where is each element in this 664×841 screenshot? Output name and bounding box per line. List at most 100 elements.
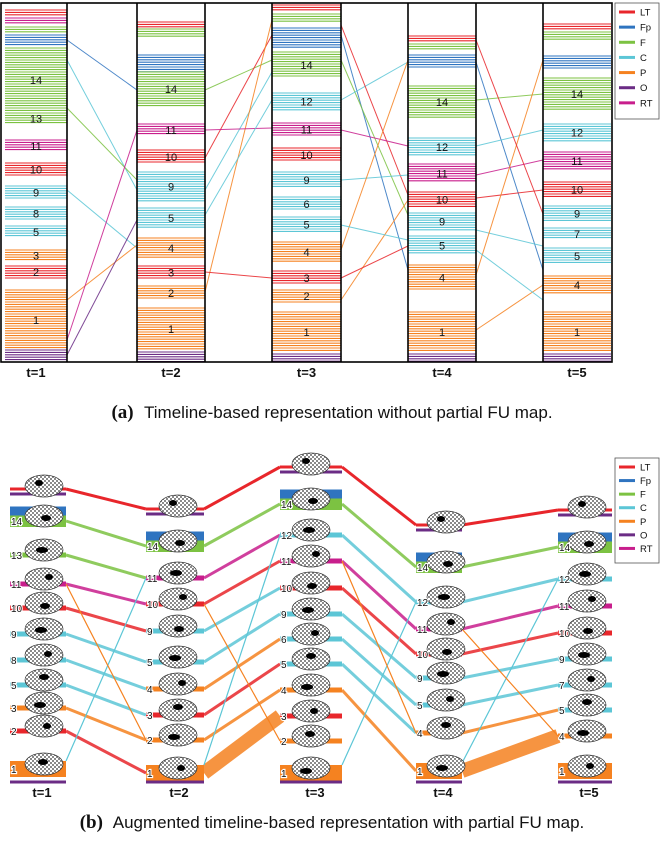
aug-cluster-label: 14 (11, 517, 23, 528)
cluster-label: 14 (165, 84, 177, 96)
fu-map-highlight (442, 649, 452, 655)
fu-map-highlight (44, 651, 52, 657)
fu-map-highlight (588, 596, 596, 602)
fu-map-thumbnail (158, 587, 198, 611)
aug-cluster-label: 10 (417, 650, 429, 661)
fu-map-highlight (174, 626, 184, 632)
aug-cluster-label: 10 (559, 629, 571, 640)
cluster-label: 9 (574, 209, 580, 221)
aug-flow-line (203, 603, 281, 742)
aug-cluster-label: 11 (559, 602, 570, 613)
fu-map-highlight (578, 652, 590, 658)
aug-cluster-label: 1 (281, 769, 287, 780)
aug-flow-line (341, 586, 417, 656)
flow-line (66, 59, 138, 191)
cluster-label: 5 (168, 213, 174, 225)
aug-flow-line (203, 688, 281, 742)
fu-map-highlight (303, 527, 315, 533)
legend-label-Fp: Fp (640, 23, 651, 34)
aug-cluster-label: 9 (147, 627, 153, 638)
aug-cluster-label: 12 (559, 575, 571, 586)
flow-line (340, 61, 409, 101)
fu-map-highlight (583, 628, 593, 634)
fu-map-thumbnail (426, 688, 466, 712)
aug-cluster-label: 14 (147, 542, 159, 553)
aug-flows-2 (199, 465, 285, 779)
legend-label-RT: RT (640, 98, 653, 109)
aug-flow-line (65, 706, 147, 742)
fu-map-highlight (45, 574, 53, 580)
aug-cluster-label: 4 (417, 729, 423, 740)
aug-cluster-label: 8 (11, 656, 17, 667)
aug-flow-line (203, 502, 281, 548)
fu-map-highlight (175, 540, 185, 546)
fu-map-highlight (306, 653, 316, 659)
aug-flow-line (341, 601, 417, 766)
aug-cluster-label: 1 (559, 767, 565, 778)
fu-map-highlight (441, 722, 451, 728)
legend-label-C: C (640, 503, 647, 514)
aug-cluster-label: 4 (147, 685, 153, 696)
cluster-label: 5 (439, 241, 445, 253)
aug-timestep-label: t=2 (169, 785, 188, 800)
aug-cluster-label: 14 (559, 543, 571, 554)
fu-map-thumbnail (567, 495, 607, 519)
fu-map-highlight (35, 480, 43, 486)
fu-map-highlight (584, 541, 594, 547)
cluster-label: 11 (30, 141, 41, 153)
cluster-label: 12 (300, 97, 312, 109)
aug-timestep-label: t=3 (305, 785, 324, 800)
timestep-label: t=4 (432, 365, 452, 380)
cluster-label: 4 (168, 243, 174, 255)
flow-line (204, 19, 273, 293)
aug-cluster-label: 4 (559, 732, 565, 743)
caption-a-text: Timeline-based representation without pa… (144, 403, 553, 422)
cluster-label: 1 (574, 327, 580, 339)
fu-map-thumbnail (158, 614, 198, 638)
timestep-label: t=5 (567, 365, 586, 380)
cluster-label: 11 (301, 125, 312, 137)
flow-line (66, 129, 138, 341)
legend-label-O: O (640, 83, 647, 94)
cluster-label: 3 (303, 273, 309, 285)
legend-box (614, 457, 660, 564)
aug-cluster-label: 5 (11, 681, 17, 692)
cluster-label: 11 (571, 156, 582, 168)
aug-flow-line (203, 533, 281, 580)
aug-cluster-label: 1 (417, 767, 423, 778)
cluster-label: 1 (303, 327, 309, 339)
fu-map-highlight (446, 696, 454, 702)
flow-line (340, 129, 409, 147)
fu-map-thumbnail (426, 637, 466, 661)
fu-map-highlight (312, 551, 320, 557)
fu-map-highlight (168, 734, 180, 740)
aug-cluster-label: 13 (11, 551, 23, 562)
fu-map-thumbnail (24, 643, 64, 667)
aug-cluster-label: 9 (281, 610, 287, 621)
fu-map-thumbnail (426, 510, 466, 534)
aug-cluster-label: 14 (281, 500, 293, 511)
aug-flow-line (203, 559, 281, 606)
aug-flow-line (65, 729, 147, 775)
panel-a-timeline: 1413111098532114111095432114121110965432… (0, 2, 660, 380)
aug-cluster-label: 14 (417, 563, 429, 574)
timestep-label: t=1 (26, 365, 45, 380)
aug-flow-line (340, 559, 418, 631)
flow-line (340, 174, 409, 181)
fu-map-highlight (437, 671, 449, 677)
flow-line (475, 189, 544, 199)
fu-map-highlight (39, 674, 49, 680)
aug-flow-line (341, 465, 417, 527)
aug-flow-line (65, 519, 147, 548)
fu-map-highlight (178, 680, 186, 686)
aug-cluster-label: 2 (147, 736, 153, 747)
aug-cluster-label: 5 (417, 701, 423, 712)
panel-b-augmented-timeline: 1413111098532114111095432114121110965432… (10, 452, 660, 800)
fu-map-highlight (36, 547, 48, 553)
flow-line (204, 59, 273, 91)
cluster-label: 10 (165, 152, 177, 164)
flow-line (340, 59, 409, 251)
legend-label-LT: LT (640, 463, 651, 474)
aug-cluster-label: 10 (147, 600, 159, 611)
fu-map-highlight (302, 607, 314, 613)
